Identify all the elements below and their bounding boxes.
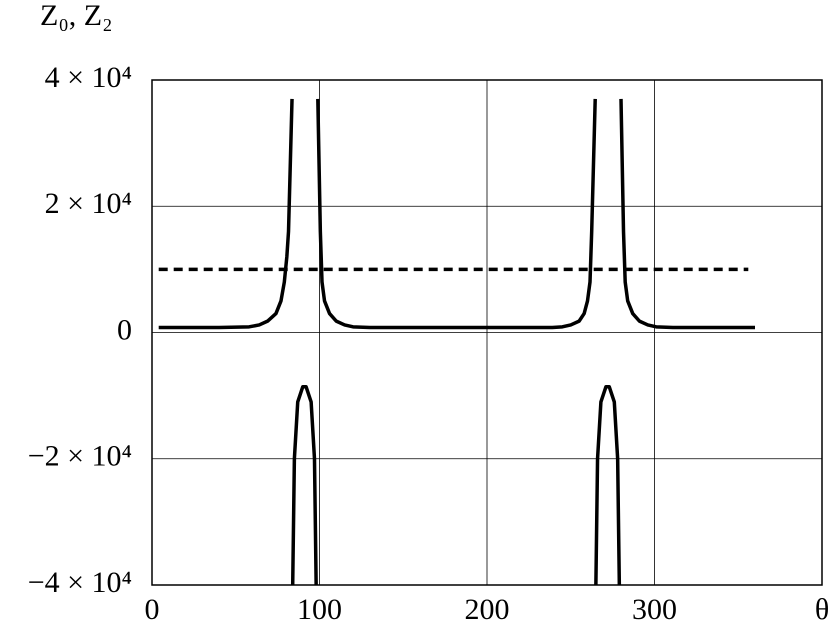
y-tick-label: 0 xyxy=(117,313,132,346)
y-tick-label: −4 × 10⁴ xyxy=(28,566,132,599)
series-line xyxy=(158,98,755,586)
y-tick-label: 2 × 10⁴ xyxy=(45,187,132,220)
y-axis-label: Z₀, Z₂ xyxy=(40,0,113,32)
x-tick-label: 0 xyxy=(145,593,160,626)
x-tick-label: 100 xyxy=(297,593,342,626)
y-tick-label: 4 × 10⁴ xyxy=(45,61,132,94)
x-tick-label: 200 xyxy=(465,593,510,626)
x-axis-label: θ xyxy=(815,593,829,626)
x-tick-label: 300 xyxy=(632,593,677,626)
plot-frame xyxy=(151,79,823,586)
y-tick-label: −2 × 10⁴ xyxy=(28,440,132,473)
